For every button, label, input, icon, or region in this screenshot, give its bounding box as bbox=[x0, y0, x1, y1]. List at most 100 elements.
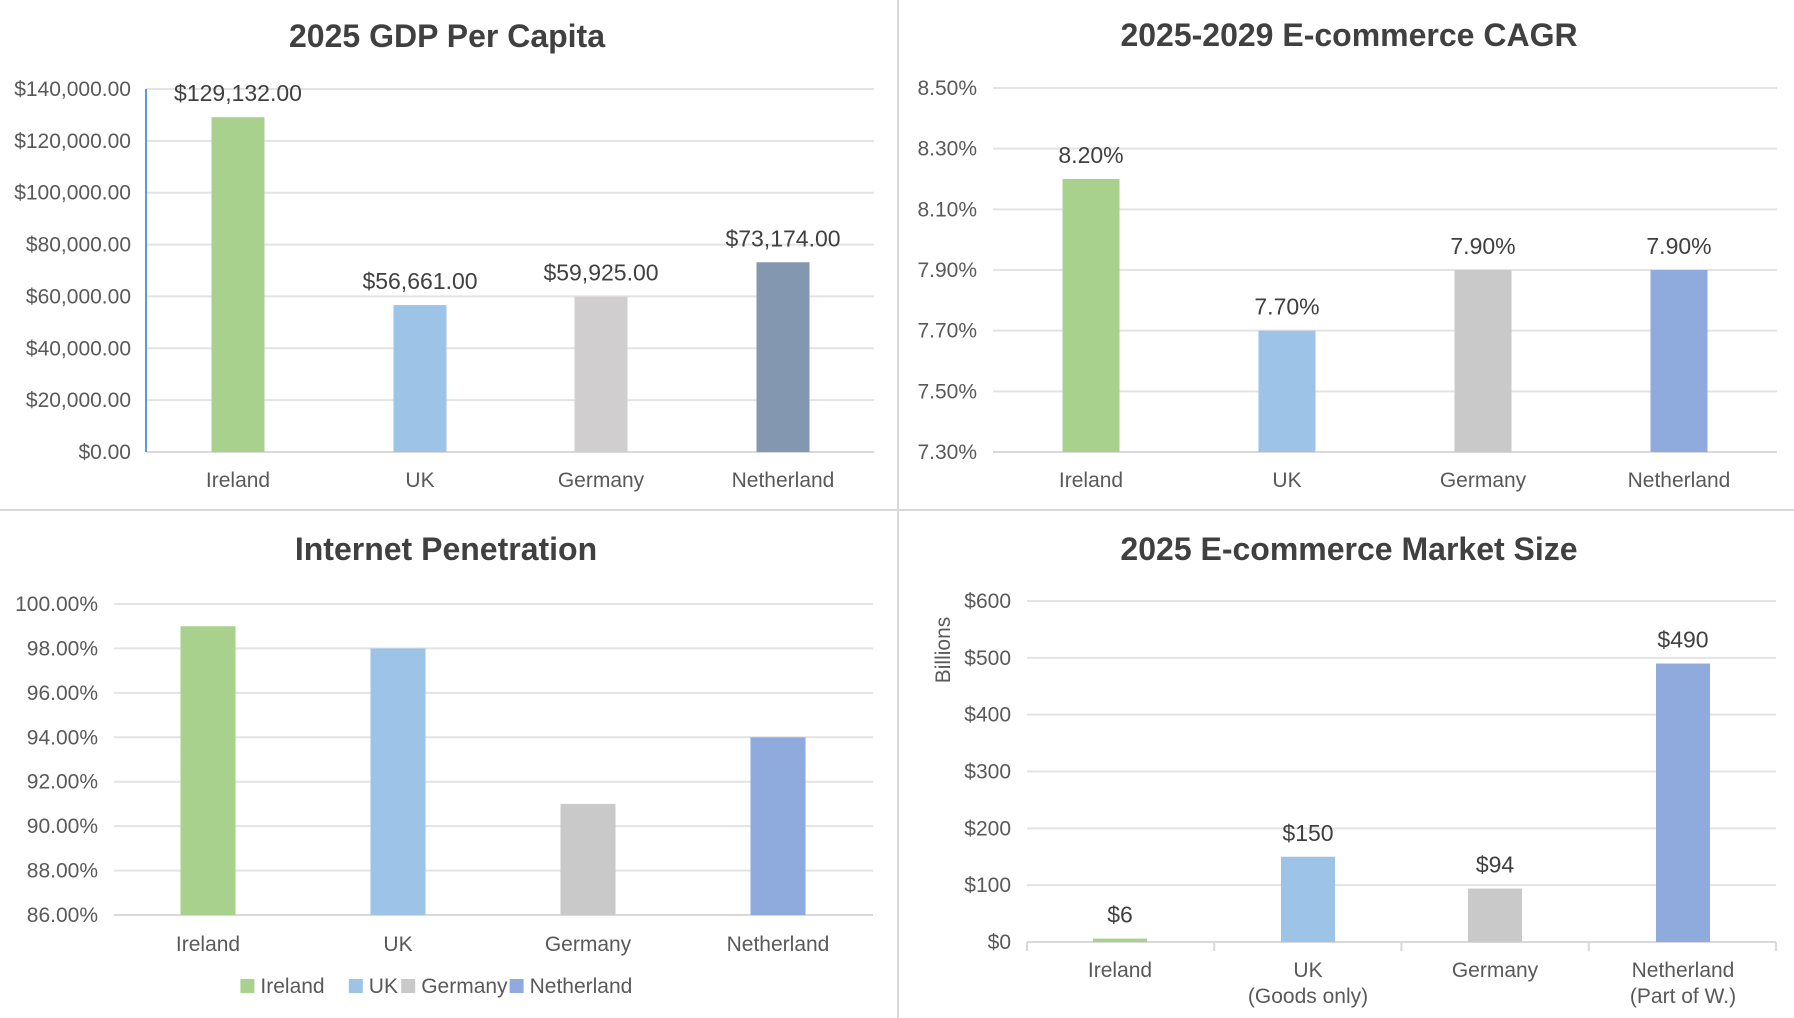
x-category-label: Ireland bbox=[206, 469, 270, 492]
data-label: $73,174.00 bbox=[725, 225, 840, 251]
bar-germany bbox=[560, 803, 616, 915]
y-axis-title: Billions bbox=[932, 617, 955, 684]
y-tick-label: 98.00% bbox=[27, 637, 98, 660]
bar-netherland bbox=[1650, 270, 1708, 452]
y-tick-label: 7.70% bbox=[917, 320, 977, 343]
bar-netherland bbox=[1656, 663, 1710, 942]
bar-netherland bbox=[756, 262, 810, 452]
data-label: 7.90% bbox=[1450, 233, 1515, 259]
y-tick-label: $60,000.00 bbox=[26, 285, 131, 308]
x-category-label: Netherland bbox=[732, 469, 835, 492]
data-label: $94 bbox=[1476, 852, 1515, 878]
y-tick-label: 8.10% bbox=[917, 198, 977, 221]
bar-germany bbox=[1454, 270, 1512, 452]
y-tick-label: 7.30% bbox=[917, 441, 977, 464]
y-tick-label: 88.00% bbox=[27, 860, 98, 883]
legend-item-netherland: Netherland bbox=[509, 975, 633, 998]
x-category-label: Netherland bbox=[727, 933, 830, 956]
x-category-label: Germany bbox=[1440, 469, 1527, 492]
x-category-sublabel: (Part of W.) bbox=[1630, 985, 1736, 1008]
chart-title: 2025 GDP Per Capita bbox=[289, 18, 605, 54]
y-tick-label: $600 bbox=[964, 590, 1011, 613]
legend: Ireland UK Germany Netherland bbox=[240, 975, 632, 998]
y-tick-label: $140,000.00 bbox=[14, 78, 131, 101]
legend-item-uk: UK bbox=[348, 975, 398, 998]
y-tick-label: 96.00% bbox=[27, 682, 98, 705]
data-label: $59,925.00 bbox=[543, 260, 658, 286]
x-category-label: Ireland bbox=[1059, 469, 1123, 492]
bar-uk bbox=[370, 648, 426, 915]
legend-item-ireland: Ireland bbox=[240, 975, 325, 998]
data-label: $6 bbox=[1107, 902, 1133, 928]
data-label: $56,661.00 bbox=[362, 268, 477, 294]
bar-germany bbox=[574, 296, 628, 452]
y-tick-label: 100.00% bbox=[15, 593, 98, 616]
y-tick-label: 92.00% bbox=[27, 771, 98, 794]
y-tick-label: $120,000.00 bbox=[14, 130, 131, 153]
data-label: $150 bbox=[1282, 820, 1333, 846]
x-category-label: Germany bbox=[558, 469, 645, 492]
data-label: $129,132.00 bbox=[174, 80, 302, 106]
bar-germany bbox=[1468, 888, 1522, 942]
bar-uk bbox=[1258, 330, 1316, 452]
chart-ecommerce-market-size: 2025 E-commerce Market Size $0 $100 $200 $3… bbox=[932, 531, 1777, 1008]
chart-gdp-per-capita: 2025 GDP Per Capita $0.00 $20,000.00 $40,0… bbox=[14, 18, 874, 492]
y-tick-label: $40,000.00 bbox=[26, 337, 131, 360]
legend-label: Netherland bbox=[530, 975, 633, 998]
x-category-label: Germany bbox=[545, 933, 632, 956]
y-tick-label: $100,000.00 bbox=[14, 182, 131, 205]
y-tick-label: 8.50% bbox=[917, 77, 977, 100]
y-tick-label: $500 bbox=[964, 647, 1011, 670]
chart-ecommerce-cagr: 2025-2029 E-commerce CAGR 7.30% 7.50% 7.70… bbox=[917, 17, 1777, 492]
legend-label: Germany bbox=[421, 975, 508, 998]
legend-swatch bbox=[401, 979, 416, 993]
bar-ireland bbox=[180, 626, 236, 915]
legend-swatch bbox=[240, 979, 255, 993]
x-category-label: UK bbox=[1293, 959, 1322, 982]
y-tick-label: $0 bbox=[988, 931, 1011, 954]
chart-title: 2025-2029 E-commerce CAGR bbox=[1120, 17, 1577, 53]
chart-title: Internet Penetration bbox=[295, 531, 597, 567]
data-label: $490 bbox=[1657, 627, 1708, 653]
y-tick-label: 7.50% bbox=[917, 380, 977, 403]
x-category-label: Ireland bbox=[176, 933, 240, 956]
y-tick-label: $200 bbox=[964, 817, 1011, 840]
y-tick-label: 94.00% bbox=[27, 726, 98, 749]
data-label: 7.70% bbox=[1254, 294, 1319, 320]
y-tick-label: 7.90% bbox=[917, 259, 977, 282]
bar-uk bbox=[1281, 856, 1335, 942]
x-category-label: UK bbox=[405, 469, 434, 492]
legend-label: Ireland bbox=[260, 975, 324, 998]
x-category-label: Netherland bbox=[1628, 469, 1731, 492]
y-tick-label: $400 bbox=[964, 704, 1011, 727]
data-label: 7.90% bbox=[1646, 233, 1711, 259]
legend-item-germany: Germany bbox=[401, 975, 508, 998]
chart-internet-penetration: Internet Penetration 86.00% 88.00% 90.00% 9… bbox=[15, 531, 873, 998]
bar-uk bbox=[393, 305, 447, 452]
bar-ireland bbox=[1093, 938, 1147, 942]
bar-ireland bbox=[211, 117, 265, 452]
x-category-sublabel: (Goods only) bbox=[1248, 985, 1368, 1008]
bar-ireland bbox=[1062, 179, 1120, 452]
legend-label: UK bbox=[369, 975, 398, 998]
x-category-label: Netherland bbox=[1632, 959, 1735, 982]
chart-title: 2025 E-commerce Market Size bbox=[1120, 531, 1577, 567]
y-tick-label: 8.30% bbox=[917, 138, 977, 161]
x-category-label: UK bbox=[383, 933, 412, 956]
y-tick-label: $80,000.00 bbox=[26, 234, 131, 257]
y-tick-label: $300 bbox=[964, 761, 1011, 784]
y-tick-label: $20,000.00 bbox=[26, 389, 131, 412]
y-tick-label: $0.00 bbox=[78, 441, 131, 464]
x-category-label: Germany bbox=[1452, 959, 1539, 982]
x-category-label: Ireland bbox=[1088, 959, 1152, 982]
bar-netherland bbox=[750, 737, 806, 915]
y-tick-label: $100 bbox=[964, 874, 1011, 897]
quadrant-divider-horizontal bbox=[0, 509, 1794, 511]
y-tick-label: 90.00% bbox=[27, 815, 98, 838]
legend-swatch bbox=[509, 979, 524, 993]
x-category-label: UK bbox=[1272, 469, 1301, 492]
legend-swatch bbox=[348, 979, 363, 993]
data-label: 8.20% bbox=[1058, 142, 1123, 168]
y-tick-label: 86.00% bbox=[27, 904, 98, 927]
